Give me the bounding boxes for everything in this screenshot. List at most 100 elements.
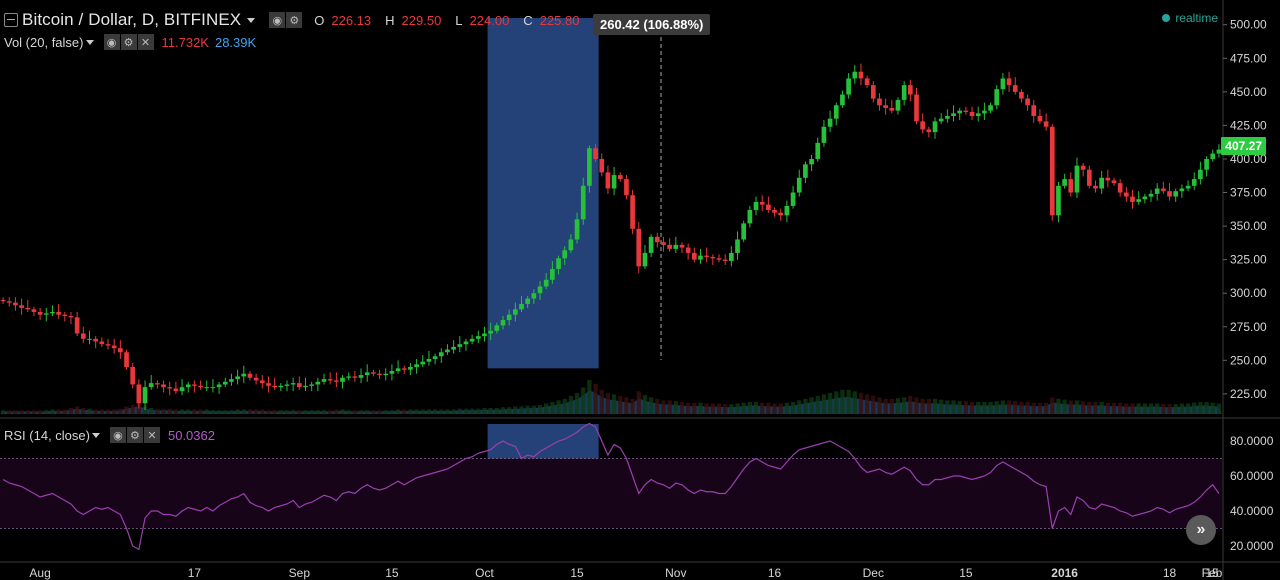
time-tick-label: Feb xyxy=(1202,566,1223,580)
volume-bar xyxy=(994,401,999,414)
realtime-indicator: realtime xyxy=(1162,11,1218,25)
scroll-right-icon[interactable]: » xyxy=(1186,515,1216,545)
eye-icon[interactable]: ◉ xyxy=(103,34,120,50)
volume-bar xyxy=(1013,401,1018,414)
volume-bar xyxy=(1006,400,1012,414)
volume-bar xyxy=(192,409,197,414)
volume-bar xyxy=(982,401,987,414)
candle-body xyxy=(1198,169,1203,180)
candle-body xyxy=(759,201,765,205)
price-tick-label: 325.00 xyxy=(1230,253,1267,267)
volume-bar xyxy=(241,409,246,414)
volume-bar xyxy=(679,401,685,414)
candle-body xyxy=(846,78,851,95)
dropdown-caret-icon[interactable] xyxy=(85,39,94,45)
candle-body xyxy=(661,242,666,245)
candle-body xyxy=(284,384,290,386)
collapse-square-icon[interactable] xyxy=(4,13,18,27)
volume-bar xyxy=(414,409,419,414)
volume-series xyxy=(0,380,1222,414)
candle-body xyxy=(1142,196,1148,200)
volume-bar xyxy=(945,400,950,414)
volume-bar xyxy=(31,410,37,414)
candle-body xyxy=(587,148,592,186)
volume-bar xyxy=(778,403,783,414)
candle-body xyxy=(185,384,191,388)
volume-bar xyxy=(149,407,154,414)
volume-bar xyxy=(118,408,123,414)
candle-body xyxy=(753,201,759,210)
candle-body xyxy=(784,205,790,216)
volume-bar xyxy=(377,410,382,414)
gear-icon[interactable]: ⚙ xyxy=(286,12,303,28)
volume-bar xyxy=(618,395,623,414)
candle-body xyxy=(926,129,932,133)
volume-bar xyxy=(821,394,827,414)
candle-body xyxy=(1148,193,1154,197)
volume-label[interactable]: Vol (20, false) xyxy=(4,34,84,50)
candle-body xyxy=(914,94,919,122)
volume-bar xyxy=(229,410,234,414)
candle-body xyxy=(241,373,247,377)
candle-body xyxy=(630,195,635,229)
price-tick-label: 250.00 xyxy=(1230,353,1267,367)
volume-bar xyxy=(402,409,407,414)
volume-bar xyxy=(723,404,728,414)
candle-body xyxy=(803,164,808,178)
time-tick-label: 15 xyxy=(385,566,399,580)
eye-icon[interactable]: ◉ xyxy=(109,427,126,443)
volume-bar xyxy=(537,404,543,414)
candle-body xyxy=(1068,179,1074,193)
time-tick-label: Dec xyxy=(863,566,884,580)
dropdown-caret-icon[interactable] xyxy=(247,17,256,23)
volume-bar xyxy=(920,398,925,414)
volume-bar xyxy=(1179,403,1185,414)
candle-body xyxy=(272,385,277,388)
volume-bar xyxy=(908,395,913,414)
candle-body xyxy=(574,219,580,240)
volume-bar xyxy=(37,410,43,414)
candle-body xyxy=(796,177,802,193)
dropdown-caret-icon[interactable] xyxy=(91,432,100,438)
rsi-label[interactable]: RSI (14, close) xyxy=(4,427,90,443)
candle-body xyxy=(932,121,938,133)
volume-bar xyxy=(389,410,395,414)
candle-body xyxy=(790,192,796,206)
volume-bar xyxy=(988,401,993,414)
candle-body xyxy=(1074,165,1080,193)
volume-bar xyxy=(56,409,61,414)
gear-icon[interactable]: ⚙ xyxy=(126,427,143,443)
candle-body xyxy=(951,113,956,117)
volume-bar xyxy=(963,401,969,414)
candle-body xyxy=(833,105,839,119)
volume-bar xyxy=(315,410,321,414)
candle-body xyxy=(414,364,419,368)
candle-body xyxy=(512,309,518,315)
candle-body xyxy=(1161,188,1166,192)
volume-bar xyxy=(1142,403,1148,414)
price-tick-label: 375.00 xyxy=(1230,186,1267,200)
volume-bar xyxy=(290,410,296,414)
candle-body xyxy=(494,325,500,331)
candle-body xyxy=(1117,183,1123,193)
volume-bar xyxy=(883,398,888,414)
volume-bar xyxy=(531,405,537,414)
volume-bar xyxy=(334,409,339,414)
volume-bar xyxy=(278,410,283,414)
candle-body xyxy=(43,313,49,315)
volume-bar xyxy=(62,409,67,414)
volume-bar xyxy=(309,410,314,414)
symbol-title[interactable]: Bitcoin / Dollar, D, BITFINEX xyxy=(22,10,242,29)
volume-bar xyxy=(864,394,870,414)
eye-icon[interactable]: ◉ xyxy=(269,12,286,28)
close-icon[interactable]: ✕ xyxy=(143,427,160,443)
close-icon[interactable]: ✕ xyxy=(137,34,154,50)
volume-bar xyxy=(1099,401,1104,414)
volume-bar xyxy=(1198,401,1203,414)
volume-bar xyxy=(105,409,111,414)
gear-icon[interactable]: ⚙ xyxy=(120,34,137,50)
volume-bar xyxy=(1043,402,1049,414)
candle-body xyxy=(408,367,413,370)
volume-bar xyxy=(698,402,703,414)
